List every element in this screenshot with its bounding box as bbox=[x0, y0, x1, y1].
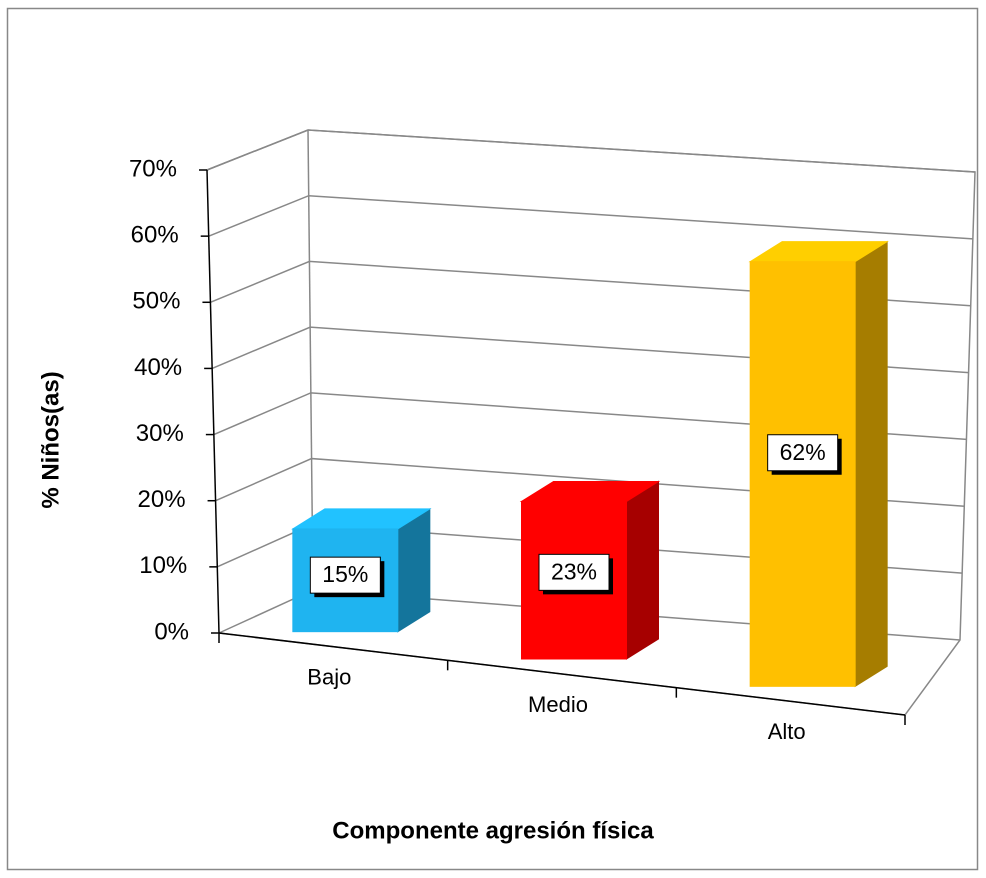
y-axis bbox=[206, 169, 220, 634]
y-tick-label: 10% bbox=[139, 552, 187, 579]
x-tick-label: Medio bbox=[528, 692, 588, 717]
wall-edge bbox=[307, 129, 314, 591]
y-tick-label: 60% bbox=[131, 221, 179, 248]
y-tick-label: 30% bbox=[136, 420, 184, 447]
x-axis-title: Componente agresión física bbox=[332, 817, 654, 844]
y-axis-title: % Niños(as) bbox=[37, 371, 64, 508]
y-tick-label: 70% bbox=[129, 155, 177, 182]
grid-line bbox=[206, 129, 976, 173]
grid-line bbox=[215, 457, 965, 508]
x-tick-label: Alto bbox=[768, 719, 806, 744]
value-label: 15% bbox=[322, 561, 368, 587]
bar-side bbox=[397, 508, 431, 633]
value-label-box bbox=[538, 553, 610, 591]
value-label-box bbox=[309, 556, 381, 594]
value-label-box bbox=[767, 434, 839, 472]
x-axis bbox=[218, 632, 906, 716]
y-tick-label: 50% bbox=[132, 288, 180, 315]
value-label: 62% bbox=[780, 439, 826, 465]
bar-side bbox=[626, 480, 659, 660]
grid-line bbox=[211, 326, 969, 374]
grid-line bbox=[208, 194, 973, 240]
grid-line bbox=[213, 392, 967, 441]
y-tick-label: 0% bbox=[154, 618, 189, 645]
y-tick-label: 40% bbox=[134, 354, 182, 381]
bar-side bbox=[854, 240, 888, 688]
y-tick-label: 20% bbox=[138, 486, 186, 513]
x-tick-label: Bajo bbox=[307, 664, 351, 689]
value-label: 23% bbox=[551, 558, 597, 584]
